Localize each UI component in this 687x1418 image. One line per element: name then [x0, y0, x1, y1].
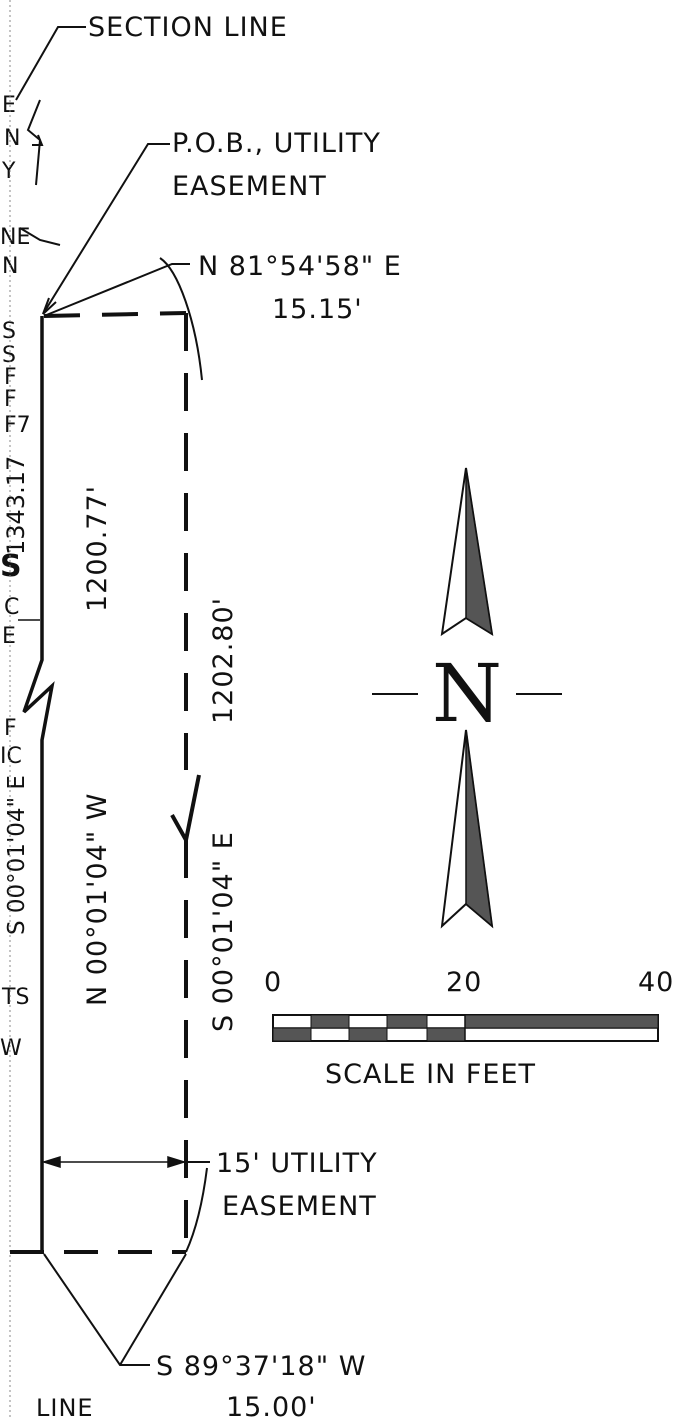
east-bearing-label: S 00°01'04" E: [208, 831, 239, 1032]
north-call-bearing: N 81°54'58" E: [198, 251, 402, 282]
pob-leader: [42, 143, 170, 315]
west-line: [22, 316, 55, 1252]
margin-fragment: S: [2, 319, 16, 344]
scale-segment: [426, 1027, 466, 1042]
margin-fragment: S 00°01'04" E: [4, 775, 30, 935]
section-line-label: SECTION LINE: [88, 12, 288, 43]
north-arrow-lower-shade: [465, 729, 493, 928]
scale-segment: [464, 1014, 659, 1029]
margin-fragment: F7: [4, 413, 31, 438]
scale-segment: [310, 1014, 350, 1029]
margin-fragment: C: [4, 595, 19, 620]
pob-label-line1: P.O.B., UTILITY: [172, 128, 381, 159]
margin-fragment: S: [2, 343, 16, 368]
west-distance-label: 1200.77': [82, 485, 113, 612]
margin-fragment: 1343.17: [2, 456, 30, 555]
margin-fragment: E: [2, 93, 16, 118]
easement-label-line2: EASEMENT: [222, 1191, 377, 1222]
section-line-leader: [15, 26, 86, 101]
scale-bar: 0 20 40 SCALE IN FEET: [264, 967, 674, 1090]
pob-leader-arrowhead: [42, 297, 57, 315]
bottom-line-label: LINE: [36, 1394, 94, 1418]
north-dimension-arrow: [32, 134, 44, 146]
easement-label-line1: 15' UTILITY: [216, 1148, 378, 1179]
margin-fragment: N: [4, 126, 20, 151]
north-letter: N: [432, 647, 502, 740]
south-call-leader: [43, 1253, 150, 1366]
south-call-leader-2: [119, 1253, 187, 1366]
margin-fragment: W: [0, 1036, 22, 1061]
south-call-distance: 15.00': [226, 1392, 317, 1418]
leader-lines: [15, 26, 210, 1366]
north-call-arc: [159, 257, 203, 381]
scale-segment: [272, 1027, 312, 1042]
scale-caption: SCALE IN FEET: [325, 1059, 536, 1090]
margin-fragment: F: [4, 716, 17, 741]
margin-fragment: TS: [1, 985, 29, 1010]
north-call-distance: 15.15': [272, 294, 363, 325]
scale-segment: [386, 1014, 428, 1029]
scale-tick-0: 0: [264, 967, 282, 998]
left-margin-fragments: E N Y NE N S S F F F7 1343.17 S C E F IC…: [0, 93, 31, 1061]
margin-fragment: F: [4, 387, 17, 412]
easement-arc: [185, 1167, 208, 1253]
margin-fragment: NE: [0, 225, 30, 250]
pob-label-line2: EASEMENT: [172, 171, 327, 202]
west-bearing-label: N 00°01'04" W: [82, 793, 113, 1006]
scale-tick-40: 40: [638, 967, 674, 998]
margin-fragment: Y: [1, 159, 16, 184]
margin-fragment: S: [0, 549, 22, 584]
north-call-leader: [43, 263, 190, 317]
easement-boundary: [10, 311, 201, 1254]
west-break-zigzag-upper: [26, 99, 42, 186]
south-call-bearing: S 89°37'18" W: [156, 1351, 366, 1382]
scale-segment: [348, 1027, 388, 1042]
easement-width-dimension: [41, 1155, 187, 1169]
north-arrow: N: [372, 467, 562, 929]
margin-fragment: F: [4, 365, 17, 390]
margin-fragment: IC: [0, 744, 22, 769]
scale-tick-20: 20: [446, 967, 482, 998]
north-arrow-upper-shade: [465, 467, 493, 636]
north-line: [43, 311, 187, 318]
west-break-zigzag-lower: [19, 227, 61, 246]
east-distance-label: 1202.80': [208, 597, 239, 724]
east-line-break: [170, 774, 201, 846]
margin-fragment: E: [2, 624, 16, 649]
